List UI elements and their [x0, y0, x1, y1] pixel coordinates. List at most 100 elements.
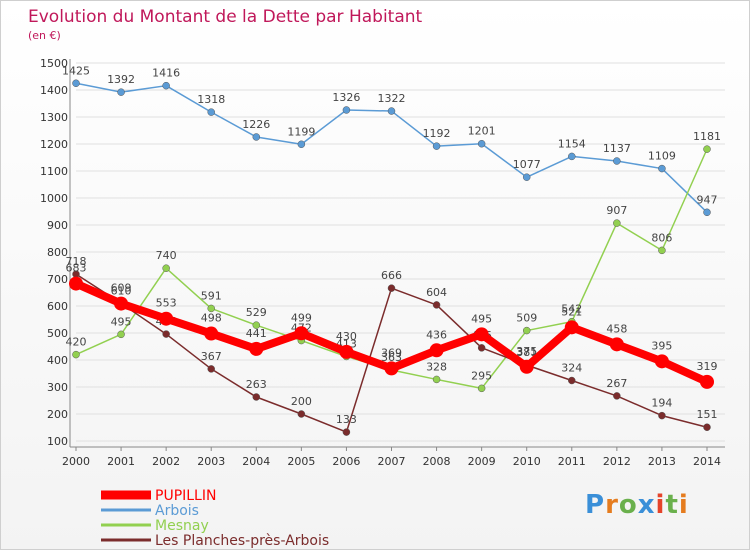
data-point — [252, 321, 261, 329]
data-label: 1392 — [107, 73, 135, 86]
legend-entry: Les Planches-près-Arbois — [155, 533, 329, 549]
data-point — [294, 326, 309, 341]
data-label: 542 — [561, 303, 582, 316]
data-label: 499 — [291, 311, 312, 324]
data-point — [72, 350, 80, 359]
data-label: 1109 — [648, 150, 676, 163]
x-tick-label: 2014 — [693, 455, 721, 468]
y-tick-label: 700 — [47, 273, 68, 286]
data-label: 521 — [561, 305, 582, 318]
x-tick-label: 2010 — [513, 455, 541, 468]
x-tick-label: 2013 — [648, 455, 676, 468]
data-point — [477, 384, 486, 393]
data-label: 907 — [606, 204, 627, 217]
y-tick-label: 500 — [47, 327, 68, 340]
x-tick-label: 2006 — [332, 455, 360, 468]
data-point — [432, 375, 441, 384]
data-point — [429, 343, 444, 358]
proxiti-logo: Proxiti — [585, 490, 689, 520]
data-point — [613, 157, 621, 165]
data-label: 441 — [246, 327, 267, 340]
data-label: 1154 — [558, 137, 586, 150]
data-point — [159, 311, 174, 326]
data-point — [384, 361, 399, 376]
data-point — [564, 320, 579, 335]
y-tick-label: 1500 — [40, 57, 68, 70]
data-point — [568, 376, 576, 385]
data-label: 740 — [156, 249, 177, 262]
data-point — [207, 108, 215, 116]
data-point — [477, 344, 486, 352]
legend-entry: PUPILLIN — [155, 488, 216, 504]
y-tick-label: 300 — [47, 381, 68, 394]
data-point — [162, 81, 170, 90]
data-label: 1137 — [603, 142, 631, 155]
data-label: 1425 — [62, 64, 90, 77]
data-label: 495 — [471, 312, 492, 325]
data-point — [387, 107, 396, 115]
data-label: 683 — [66, 262, 87, 275]
data-point — [522, 326, 531, 335]
data-label: 1192 — [423, 127, 451, 140]
data-point — [654, 354, 669, 369]
x-tick-label: 2009 — [468, 455, 496, 468]
data-label: 495 — [111, 315, 132, 328]
legend-entry: Arbois — [155, 503, 199, 519]
data-label: 610 — [111, 284, 132, 297]
x-tick-label: 2003 — [197, 455, 225, 468]
data-point — [249, 341, 264, 356]
data-point — [207, 304, 215, 313]
data-label: 947 — [697, 193, 718, 206]
data-label: 267 — [606, 377, 627, 390]
data-label: 1416 — [152, 67, 180, 80]
chart-subtitle: (en €) — [28, 29, 61, 42]
data-label: 363 — [381, 351, 402, 364]
data-point — [204, 326, 219, 341]
data-point — [703, 208, 711, 217]
data-point — [658, 164, 666, 173]
x-tick-label: 2011 — [558, 455, 586, 468]
y-tick-label: 600 — [47, 300, 68, 313]
data-label: 1199 — [287, 125, 315, 138]
data-point — [252, 133, 261, 141]
data-point — [703, 145, 711, 153]
data-point — [72, 79, 80, 87]
data-label: 1322 — [378, 92, 406, 105]
data-point — [162, 330, 170, 338]
data-point — [339, 344, 354, 359]
data-label: 194 — [651, 397, 672, 410]
data-point — [522, 173, 531, 181]
y-tick-label: 1000 — [40, 192, 68, 205]
data-point — [297, 140, 306, 149]
data-label: 151 — [697, 408, 718, 421]
data-label: 666 — [381, 269, 402, 282]
data-label: 498 — [201, 312, 222, 325]
data-label: 324 — [561, 362, 582, 375]
y-tick-label: 900 — [47, 219, 68, 232]
data-point — [609, 337, 624, 352]
data-point — [342, 428, 351, 436]
y-tick-label: 100 — [47, 435, 68, 448]
data-point — [477, 139, 486, 148]
data-point — [69, 276, 83, 291]
y-tick-label: 200 — [47, 408, 68, 421]
data-label: 420 — [66, 336, 87, 349]
data-point — [474, 327, 489, 342]
data-label: 604 — [426, 286, 447, 299]
data-point — [432, 301, 441, 309]
data-point — [297, 410, 306, 418]
data-label: 806 — [651, 231, 672, 244]
x-tick-label: 2005 — [287, 455, 315, 468]
data-point — [162, 264, 170, 272]
data-label: 1077 — [513, 158, 541, 171]
chart-title: Evolution du Montant de la Dette par Hab… — [28, 7, 423, 27]
data-label: 319 — [697, 360, 718, 373]
y-tick-label: 400 — [47, 354, 68, 367]
data-label: 381 — [516, 346, 537, 359]
x-tick-label: 2002 — [152, 455, 180, 468]
x-tick-label: 2001 — [107, 455, 135, 468]
data-label: 1318 — [197, 93, 225, 106]
legend-entry: Mesnay — [155, 518, 209, 534]
